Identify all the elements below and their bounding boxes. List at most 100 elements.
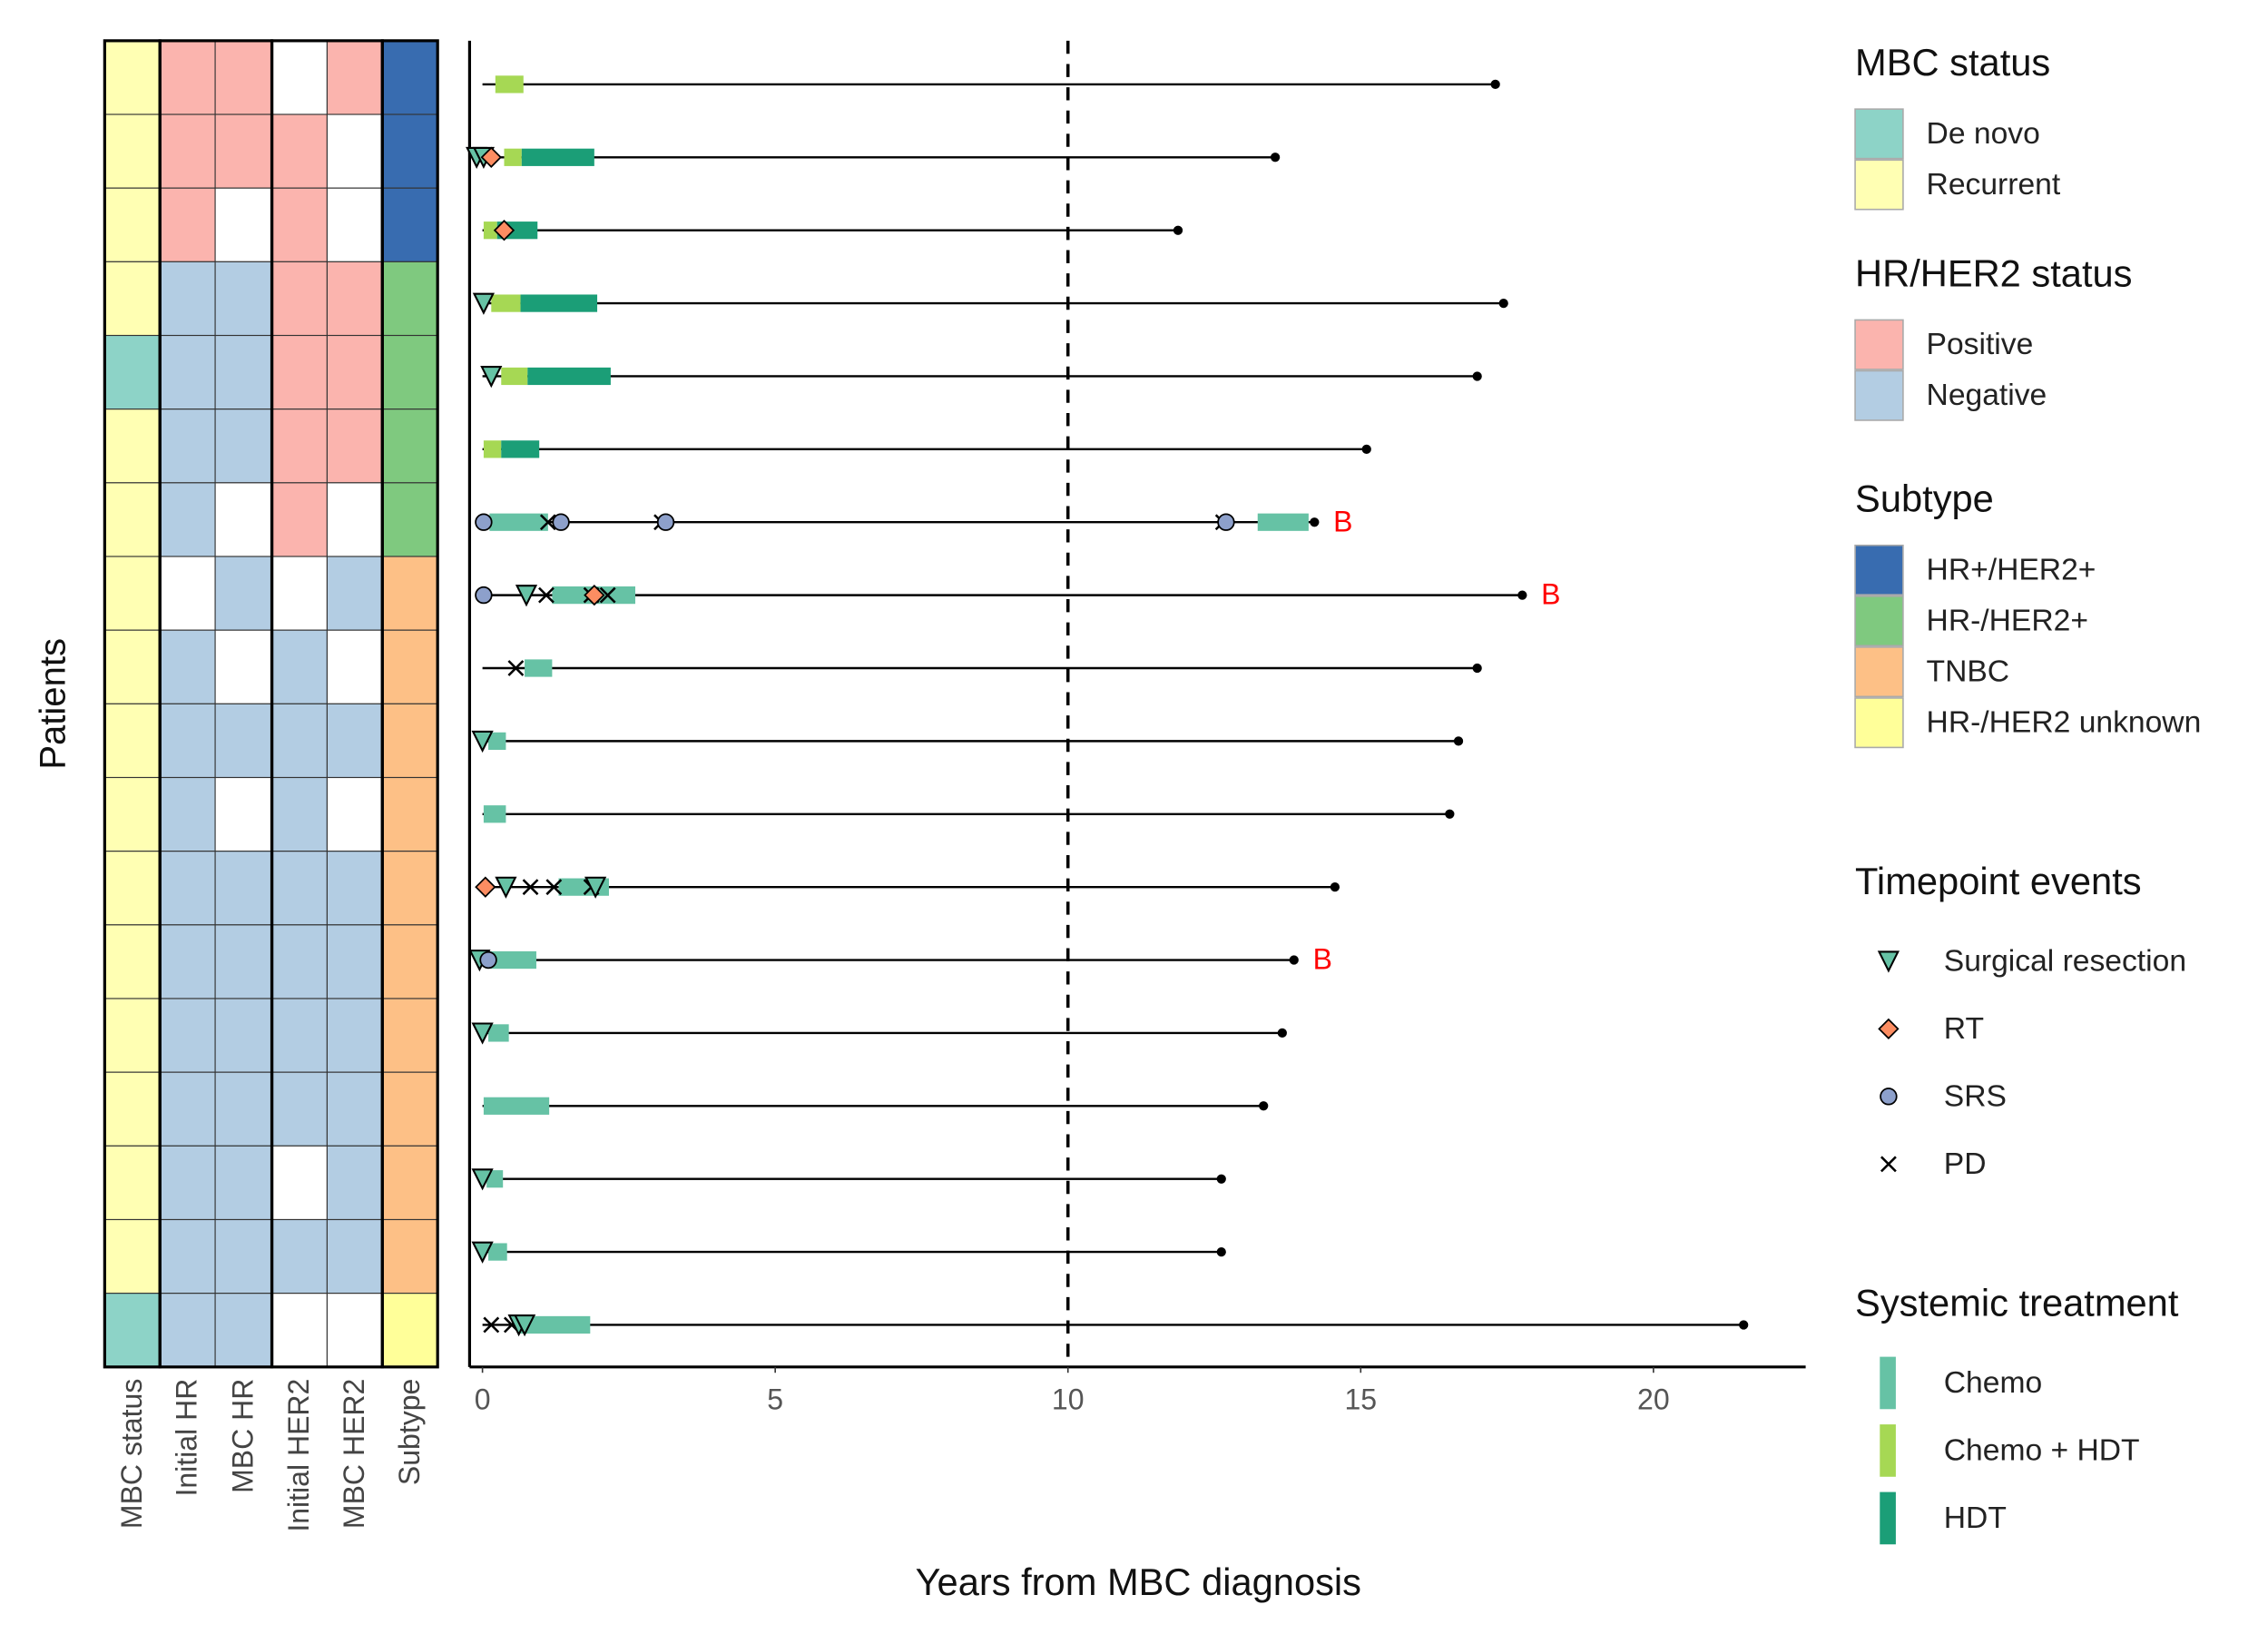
heatmap-cell (381, 998, 438, 1073)
end-point (1361, 444, 1371, 454)
legend-label: RT (1944, 1012, 1984, 1046)
treatment-bar (501, 367, 528, 386)
legend-symbol (1880, 1156, 1897, 1173)
x-tick-label: 5 (767, 1383, 783, 1416)
heatmap-cell (159, 703, 216, 779)
heatmap-cell (103, 40, 161, 115)
legend-title: Subtype (1855, 477, 1994, 520)
heatmap-cell (326, 187, 383, 262)
heatmap-cell (214, 1293, 273, 1368)
heatmap-cell (214, 629, 273, 704)
event-marker (584, 876, 607, 899)
heatmap-cell (159, 556, 216, 631)
treatment-bar (520, 294, 598, 312)
heatmap-cell (381, 187, 438, 262)
event-label: B (1313, 943, 1332, 976)
heatmap-cell (214, 261, 273, 337)
event-marker (495, 876, 517, 899)
heatmap-cell (103, 113, 161, 189)
heatmap-cell (159, 851, 216, 926)
heatmap-cell (381, 482, 438, 557)
heatmap-cell (270, 482, 328, 557)
event-marker (539, 514, 556, 531)
heatmap-cell (381, 1145, 438, 1221)
heatmap-cell (103, 261, 161, 337)
column-label: MBC status (115, 1379, 148, 1529)
heatmap-cell (326, 1293, 383, 1368)
heatmap-cell (381, 261, 438, 337)
treatment-bar (518, 1315, 591, 1334)
heatmap-cell (103, 482, 161, 557)
end-point (1216, 1246, 1226, 1257)
heatmap-cell (214, 998, 273, 1073)
end-point (1173, 225, 1183, 235)
heatmap-cell (381, 334, 438, 410)
heatmap-cell (159, 924, 216, 999)
heatmap-cell (103, 1071, 161, 1147)
heatmap-cell (103, 1145, 161, 1221)
heatmap-cell (381, 776, 438, 852)
treatment-bar (525, 659, 553, 677)
event-marker (599, 586, 616, 604)
heatmap-cell (270, 1293, 328, 1368)
end-point (1472, 371, 1482, 381)
legend-title: Systemic treatment (1855, 1282, 2179, 1324)
heatmap-cell (214, 851, 273, 926)
end-point (1310, 517, 1320, 527)
heatmap-cell (270, 629, 328, 704)
heatmap-cell (270, 851, 328, 926)
heatmap-cell (326, 409, 383, 484)
legend-label: Surgical resection (1944, 944, 2186, 978)
heatmap-cell (159, 113, 216, 189)
column-label: Subtype (393, 1379, 426, 1485)
legend-label: HR-/HER2+ (1927, 605, 2088, 638)
heatmap-cell (270, 187, 328, 262)
heatmap-cell (326, 851, 383, 926)
heatmap-cell (103, 924, 161, 999)
legend-label: HR-/HER2 unknown (1927, 706, 2202, 740)
heatmap-cell (214, 187, 273, 262)
legend-symbol (1880, 1088, 1898, 1106)
end-point (1277, 1028, 1287, 1039)
event-marker (471, 730, 494, 753)
legend-swatch (1854, 319, 1904, 370)
column-label: Initial HR (171, 1379, 203, 1497)
heatmap-cell (159, 261, 216, 337)
heatmap-cell (159, 629, 216, 704)
event-marker (552, 513, 570, 531)
heatmap-cell (381, 40, 438, 115)
heatmap-cell (214, 334, 273, 410)
heatmap-cell (270, 924, 328, 999)
treatment-bar (486, 1170, 504, 1188)
heatmap-cell (214, 113, 273, 189)
legend-label: Recurrent (1927, 168, 2061, 202)
heatmap-cell (270, 703, 328, 779)
treatment-bar (483, 805, 506, 823)
end-point (1216, 1174, 1226, 1184)
heatmap-cell (159, 998, 216, 1073)
heatmap-cell (103, 851, 161, 926)
x-tick-label: 10 (1052, 1383, 1085, 1416)
heatmap-cell (214, 1218, 273, 1295)
heatmap-cell (326, 1145, 383, 1221)
event-marker (493, 220, 515, 241)
heatmap-cell (326, 924, 383, 999)
legend-label: HR+/HER2+ (1927, 553, 2096, 586)
end-point (1739, 1320, 1749, 1330)
heatmap-cell (270, 409, 328, 484)
heatmap-cell (381, 409, 438, 484)
treatment-bar (527, 367, 611, 386)
heatmap-cell (103, 556, 161, 631)
heatmap-cell (159, 187, 216, 262)
heatmap-cell (270, 334, 328, 410)
legend-swatch (1854, 697, 1904, 749)
heatmap-cell (381, 1071, 438, 1147)
event-marker (472, 292, 496, 315)
heatmap-cell (326, 776, 383, 852)
heatmap-cell (214, 776, 273, 852)
heatmap-cell (381, 703, 438, 779)
legend-swatch (1854, 646, 1904, 698)
legend-label: TNBC (1927, 655, 2010, 689)
